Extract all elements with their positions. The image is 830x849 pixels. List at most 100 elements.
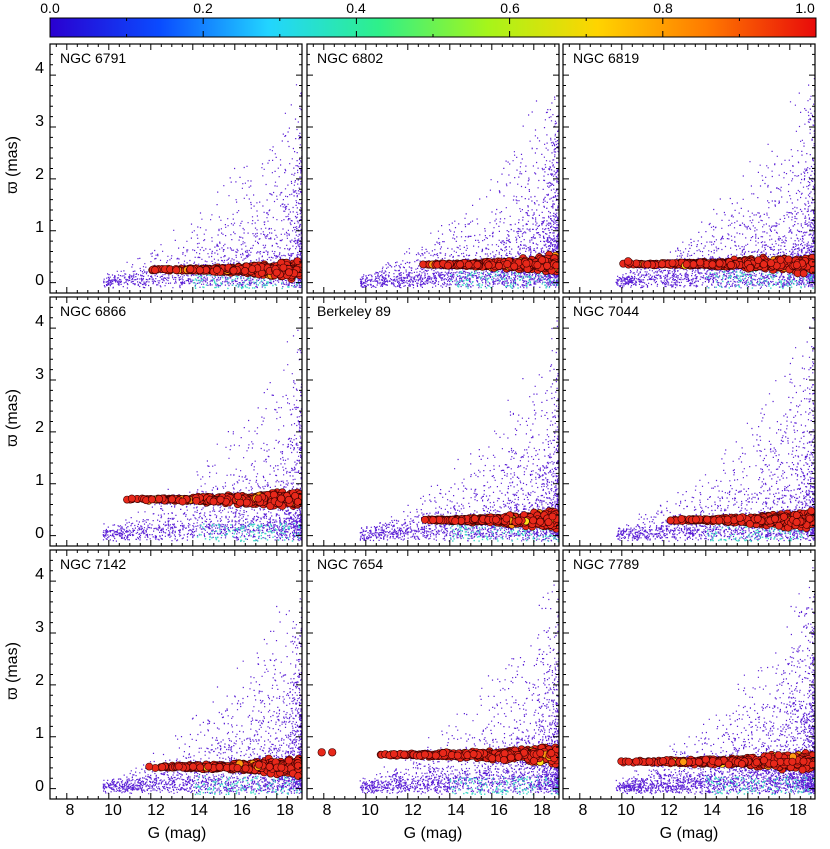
member-star (792, 261, 801, 269)
y-tick-label: 4 (35, 313, 44, 330)
member-star (774, 751, 783, 760)
y-tick-label: 3 (35, 366, 44, 383)
field-stars (102, 329, 302, 542)
y-axis-title: ϖ (mas) (4, 642, 21, 700)
scatter-panel (359, 320, 559, 543)
member-star (538, 256, 546, 264)
x-tick-label: 16 (746, 802, 764, 819)
x-tick-label: 14 (447, 802, 465, 819)
member-star (241, 764, 250, 773)
member-star (536, 517, 545, 526)
member-star (212, 265, 221, 274)
member-star (254, 760, 263, 769)
member-star (234, 492, 242, 501)
member-star (760, 756, 768, 765)
axis-ticks (50, 550, 302, 799)
member-star (233, 764, 242, 772)
x-tick-label: 18 (276, 802, 294, 819)
member-star (624, 757, 633, 766)
member-star (792, 518, 801, 527)
x-tick-label: 18 (789, 802, 807, 819)
member-star (805, 514, 814, 523)
x-tick-label: 16 (490, 802, 508, 819)
member-star (507, 753, 515, 762)
member-star (484, 261, 493, 270)
scatter-panel (359, 85, 559, 289)
member-star (679, 757, 688, 766)
axis-ticks (307, 44, 559, 293)
member-star (514, 516, 523, 525)
panel-title: NGC 6819 (573, 50, 639, 66)
member-star (277, 763, 286, 772)
member-star (776, 255, 785, 264)
member-star (503, 260, 512, 268)
member-star (770, 759, 778, 768)
low-probability-stars (449, 775, 559, 796)
member-star (269, 490, 278, 499)
x-tick-label: 12 (147, 802, 165, 819)
panel-frame (562, 43, 816, 294)
member-star (547, 749, 556, 758)
member-star (703, 515, 712, 524)
member-star (746, 520, 754, 528)
member-star (420, 750, 429, 759)
member-star (708, 260, 717, 269)
member-star (544, 518, 553, 526)
x-tick-label: 12 (660, 802, 678, 819)
member-star (666, 516, 675, 525)
member-star (682, 260, 691, 269)
axis-ticks (50, 44, 302, 293)
field-stars (359, 320, 559, 542)
y-tick-label: 2 (35, 166, 44, 183)
x-tick-label: 10 (617, 802, 635, 819)
member-star (658, 260, 666, 268)
colorbar-tick-label: 0.0 (40, 0, 60, 16)
scatter-panel (615, 75, 815, 290)
y-tick-label: 0 (35, 525, 44, 542)
member-star (488, 754, 497, 763)
member-star (788, 757, 797, 766)
low-probability-stars (450, 269, 559, 289)
member-star (543, 261, 551, 270)
panel-title: NGC 7789 (573, 556, 639, 572)
member-star (808, 259, 815, 267)
field-stars (616, 317, 815, 542)
member-star (189, 762, 197, 771)
member-star (242, 498, 251, 507)
member-star (248, 265, 257, 273)
member-star (469, 750, 478, 758)
member-star (186, 265, 195, 274)
member-star (495, 261, 503, 270)
member-star (799, 269, 808, 278)
member-star (127, 494, 136, 503)
member-star (158, 763, 167, 772)
panel-title: NGC 7654 (317, 556, 383, 572)
member-star (522, 259, 531, 268)
colorbar-tick-label: 0.4 (346, 0, 366, 16)
y-tick-labels: 0 1 2 3 4 0 1 2 3 4 0 1 2 3 4 (35, 60, 44, 795)
member-star (753, 514, 762, 523)
axis-ticks (50, 297, 302, 546)
member-star (464, 260, 473, 269)
member-star (204, 762, 213, 771)
member-star (328, 748, 337, 757)
member-star (453, 751, 462, 760)
member-star (241, 266, 249, 275)
x-tick-label: 8 (579, 802, 588, 819)
member-star (771, 514, 779, 523)
field-stars (103, 84, 302, 289)
y-tick-label: 0 (35, 272, 44, 289)
member-star (623, 257, 633, 266)
y-tick-label: 3 (35, 619, 44, 636)
member-star (548, 512, 557, 521)
member-star (643, 260, 652, 269)
x-tick-label: 10 (361, 802, 379, 819)
y-tick-label: 1 (35, 725, 44, 742)
member-star (285, 268, 293, 277)
scatter-panel (103, 84, 302, 290)
member-star (514, 753, 523, 761)
member-star (400, 750, 409, 759)
member-star (195, 266, 204, 275)
y-tick-label: 2 (35, 672, 44, 689)
axis-ticks (563, 550, 815, 799)
